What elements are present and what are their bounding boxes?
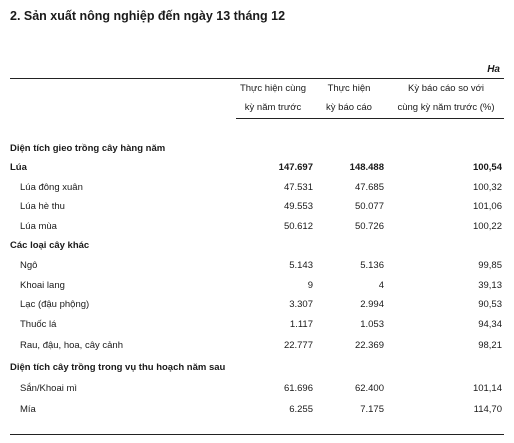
percent-change-value: 101,14 (472, 383, 502, 394)
current-period-value: 2.994 (360, 299, 384, 310)
section-heading-next-season-crops: Diện tích cây trồng trong vụ thu hoạch n… (0, 360, 514, 376)
column-header-current-period: Thực hiện kỳ báo cáo (322, 79, 376, 117)
unit-label: Ha (487, 64, 500, 75)
table-row: Lúa đông xuân 47.531 47.685 100,32 (0, 180, 514, 196)
table-row: Thuốc lá 1.117 1.053 94,34 (0, 317, 514, 333)
previous-year-value: 9 (307, 280, 313, 291)
row-label: Lúa đông xuân (20, 182, 83, 193)
previous-year-value: 61.696 (283, 383, 313, 394)
section-heading-other-crops: Các loại cây khác (0, 238, 514, 254)
percent-change-value: 101,06 (472, 201, 502, 212)
row-label: Diện tích cây trồng trong vụ thu hoạch n… (10, 362, 226, 373)
current-period-value: 50.726 (354, 221, 384, 232)
column-header-current-period-line1: Thực hiện (327, 83, 371, 94)
table-row: Ngô 5.143 5.136 99,85 (0, 258, 514, 274)
page-title: 2. Sản xuất nông nghiệp đến ngày 13 thán… (10, 9, 286, 23)
previous-year-value: 47.531 (283, 182, 313, 193)
table-row: Rau, đậu, hoa, cây cảnh 22.777 22.369 98… (0, 338, 514, 354)
table-row: Lúa mùa 50.612 50.726 100,22 (0, 219, 514, 235)
current-period-value: 148.488 (349, 162, 384, 173)
previous-year-value: 1.117 (289, 319, 313, 330)
previous-year-value: 22.777 (283, 340, 313, 351)
column-header-percent-change-line1: Kỳ báo cáo so với (408, 83, 484, 94)
current-period-value: 22.369 (354, 340, 384, 351)
column-header-percent-change-line2: cùng kỳ năm trước (%) (397, 102, 495, 113)
row-label: Các loại cây khác (10, 240, 90, 251)
row-label: Sắn/Khoai mì (20, 383, 78, 394)
percent-change-value: 100,22 (472, 221, 502, 232)
percent-change-value: 114,70 (473, 404, 502, 415)
row-label: Diện tích gieo trồng cây hàng năm (10, 143, 166, 154)
table-row: Lúa hè thu 49.553 50.077 101,06 (0, 199, 514, 215)
previous-year-value: 147.697 (278, 162, 313, 173)
current-period-value: 62.400 (354, 383, 384, 394)
table-row: Lạc (đậu phộng) 3.307 2.994 90,53 (0, 297, 514, 313)
column-header-previous-year-line1: Thực hiện cùng (239, 83, 307, 94)
table-row: Khoai lang 9 4 39,13 (0, 278, 514, 294)
column-header-previous-year: Thực hiện cùng kỳ năm trước (236, 79, 310, 117)
current-period-value: 47.685 (354, 182, 384, 193)
row-label: Khoai lang (20, 280, 65, 291)
current-period-value: 7.175 (360, 404, 384, 415)
previous-year-value: 5.143 (289, 260, 313, 271)
current-period-value: 5.136 (360, 260, 384, 271)
table-row-rice: Lúa 147.697 148.488 100,54 (0, 160, 514, 176)
column-header-current-period-line2: kỳ báo cáo (326, 102, 372, 113)
previous-year-value: 6.255 (289, 404, 313, 415)
current-period-value: 1.053 (360, 319, 384, 330)
row-label: Lúa hè thu (20, 201, 65, 212)
row-label: Lạc (đậu phộng) (20, 299, 90, 310)
row-label: Lúa mùa (20, 221, 57, 232)
previous-year-value: 50.612 (283, 221, 313, 232)
percent-change-value: 99,85 (478, 260, 502, 271)
percent-change-value: 39,13 (478, 280, 502, 291)
header-underline-rule (236, 118, 504, 119)
row-label: Lúa (10, 162, 27, 173)
percent-change-value: 100,54 (472, 162, 502, 173)
percent-change-value: 94,34 (478, 319, 502, 330)
row-label: Rau, đậu, hoa, cây cảnh (20, 340, 123, 351)
percent-change-value: 90,53 (478, 299, 502, 310)
previous-year-value: 49.553 (283, 201, 313, 212)
current-period-value: 4 (378, 280, 384, 291)
previous-year-value: 3.307 (289, 299, 313, 310)
table-bottom-rule (10, 434, 504, 435)
row-label: Mía (20, 404, 36, 415)
percent-change-value: 98,21 (478, 340, 502, 351)
section-heading-annual-crops: Diện tích gieo trồng cây hàng năm (0, 141, 514, 157)
table-row: Mía 6.255 7.175 114,70 (0, 402, 514, 418)
current-period-value: 50.077 (354, 201, 384, 212)
column-header-percent-change: Kỳ báo cáo so với cùng kỳ năm trước (%) (390, 79, 502, 117)
table-row: Sắn/Khoai mì 61.696 62.400 101,14 (0, 381, 514, 397)
row-label: Thuốc lá (20, 319, 57, 330)
percent-change-value: 100,32 (472, 182, 502, 193)
column-header-previous-year-line2: kỳ năm trước (244, 102, 302, 113)
row-label: Ngô (20, 260, 38, 271)
table-top-rule (10, 78, 504, 79)
